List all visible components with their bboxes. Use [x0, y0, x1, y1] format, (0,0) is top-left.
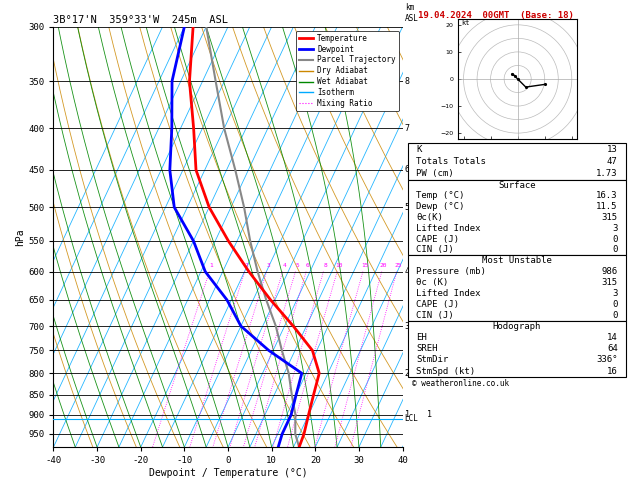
Text: 16.3: 16.3: [596, 191, 618, 200]
Text: 3: 3: [426, 322, 431, 330]
Text: 14: 14: [607, 333, 618, 342]
Text: 10: 10: [335, 263, 343, 268]
Text: 8: 8: [404, 77, 409, 86]
Text: Surface: Surface: [498, 181, 536, 190]
Text: LCL: LCL: [404, 414, 419, 423]
Text: PW (cm): PW (cm): [416, 169, 454, 178]
Text: 64: 64: [607, 344, 618, 353]
Text: CIN (J): CIN (J): [416, 245, 454, 254]
Text: 20: 20: [380, 263, 387, 268]
Text: 3: 3: [613, 289, 618, 298]
Text: 11.5: 11.5: [596, 202, 618, 211]
Text: 4: 4: [282, 263, 286, 268]
Text: Totals Totals: Totals Totals: [416, 157, 486, 166]
Text: 4: 4: [426, 267, 431, 276]
Y-axis label: hPa: hPa: [16, 228, 26, 246]
Text: 0: 0: [613, 235, 618, 243]
Text: Pressure (mb): Pressure (mb): [416, 267, 486, 276]
Text: 2: 2: [245, 263, 248, 268]
Text: 8: 8: [323, 263, 327, 268]
Legend: Temperature, Dewpoint, Parcel Trajectory, Dry Adiabat, Wet Adiabat, Isotherm, Mi: Temperature, Dewpoint, Parcel Trajectory…: [296, 31, 399, 111]
Text: 3: 3: [267, 263, 270, 268]
Text: Hodograph: Hodograph: [493, 322, 541, 331]
Text: Lifted Index: Lifted Index: [416, 289, 481, 298]
Text: 336°: 336°: [596, 355, 618, 364]
Text: 5: 5: [404, 203, 409, 212]
Text: 986: 986: [601, 267, 618, 276]
Text: 15: 15: [361, 263, 369, 268]
Text: km
ASL: km ASL: [404, 3, 419, 22]
Text: 1.73: 1.73: [596, 169, 618, 178]
Text: 4: 4: [404, 267, 409, 276]
Text: 0: 0: [613, 311, 618, 320]
Text: CAPE (J): CAPE (J): [416, 235, 459, 243]
Text: 1: 1: [209, 263, 213, 268]
Text: Mixing Ratio (g/kg): Mixing Ratio (g/kg): [433, 193, 442, 281]
Text: θc(K): θc(K): [416, 213, 443, 222]
Text: StmSpd (kt): StmSpd (kt): [416, 366, 476, 376]
Text: CAPE (J): CAPE (J): [416, 300, 459, 309]
Text: © weatheronline.co.uk: © weatheronline.co.uk: [412, 379, 509, 388]
Text: 7: 7: [404, 124, 409, 133]
Text: θc (K): θc (K): [416, 278, 448, 287]
Text: 47: 47: [607, 157, 618, 166]
Text: 315: 315: [601, 278, 618, 287]
Text: SREH: SREH: [416, 344, 438, 353]
Text: Lifted Index: Lifted Index: [416, 224, 481, 233]
Text: 2: 2: [426, 369, 431, 378]
Text: 6: 6: [306, 263, 310, 268]
Text: 0: 0: [613, 245, 618, 254]
Text: EH: EH: [416, 333, 427, 342]
Text: 1: 1: [426, 410, 431, 419]
Text: Temp (°C): Temp (°C): [416, 191, 465, 200]
Text: Dewp (°C): Dewp (°C): [416, 202, 465, 211]
Text: Most Unstable: Most Unstable: [482, 256, 552, 265]
Text: 5: 5: [426, 236, 431, 245]
Text: 6: 6: [404, 166, 409, 174]
Text: kt: kt: [461, 20, 469, 26]
Text: 13: 13: [607, 145, 618, 154]
Text: 3: 3: [404, 322, 409, 330]
Text: 2: 2: [404, 369, 409, 378]
Text: 25: 25: [394, 263, 402, 268]
Text: 1: 1: [404, 410, 409, 419]
Text: 3: 3: [613, 224, 618, 233]
Text: K: K: [416, 145, 421, 154]
X-axis label: Dewpoint / Temperature (°C): Dewpoint / Temperature (°C): [148, 468, 308, 478]
Text: StmDir: StmDir: [416, 355, 448, 364]
Text: 0: 0: [613, 300, 618, 309]
Text: 315: 315: [601, 213, 618, 222]
Text: CIN (J): CIN (J): [416, 311, 454, 320]
Text: 16: 16: [607, 366, 618, 376]
Text: 5: 5: [296, 263, 299, 268]
Text: 19.04.2024  00GMT  (Base: 18): 19.04.2024 00GMT (Base: 18): [418, 11, 574, 20]
Text: 3B°17'N  359°33'W  245m  ASL: 3B°17'N 359°33'W 245m ASL: [53, 15, 228, 25]
